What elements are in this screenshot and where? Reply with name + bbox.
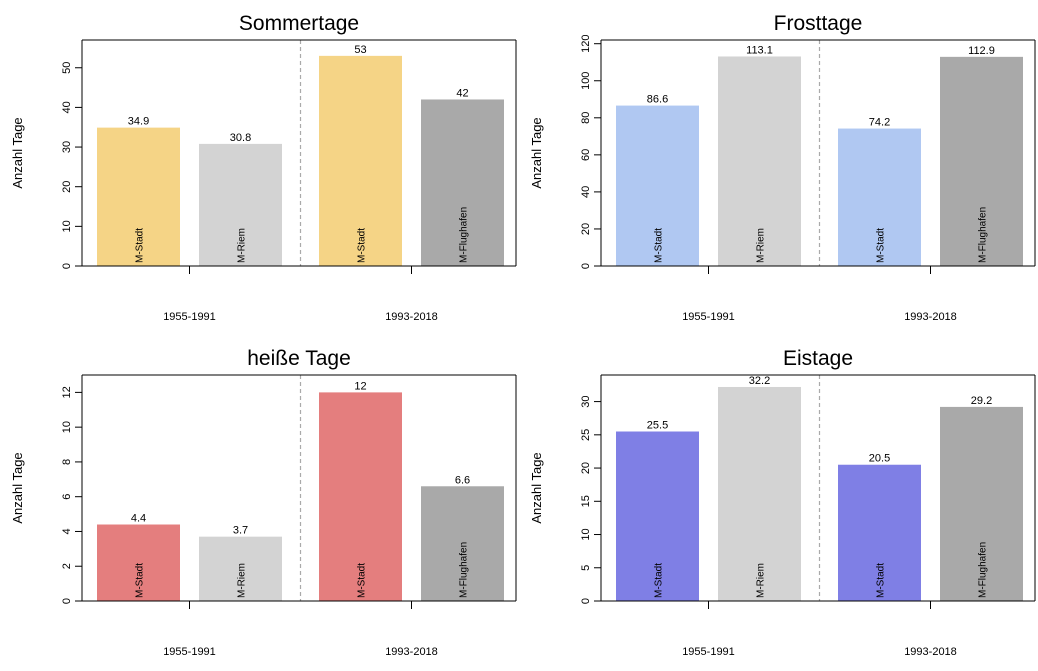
bar-name-label: M-Flughafen: [459, 542, 470, 598]
chart-title: Frosttage: [774, 12, 863, 35]
bar-value-label: 53: [354, 44, 366, 56]
x-group-label: 1955-1991: [163, 646, 216, 658]
y-tick-label: 40: [580, 186, 592, 198]
y-tick-label: 4: [61, 528, 73, 534]
x-group-label: 1993-2018: [385, 646, 438, 658]
bar-value-label: 12: [354, 380, 366, 392]
y-tick-label: 6: [61, 494, 73, 500]
x-group-label: 1993-2018: [904, 646, 957, 658]
y-tick-label: 50: [61, 62, 73, 74]
bar-name-label: M-Riem: [756, 563, 767, 598]
chart-panel-eistage: Eistage Anzahl Tage 25.5 M-Stadt 32.2 M-Riem 2…: [519, 335, 1038, 670]
bar-value-label: 113.1: [746, 44, 773, 56]
y-tick-label: 15: [580, 495, 592, 507]
y-tick-label: 10: [580, 528, 592, 540]
y-tick-label: 10: [61, 421, 73, 433]
bar: [940, 56, 1023, 266]
x-group-label: 1955-1991: [163, 311, 216, 323]
bar-value-label: 74.2: [869, 117, 890, 129]
y-tick-label: 12: [61, 386, 73, 398]
y-tick-label: 30: [580, 395, 592, 407]
chart-panel-heisse-tage: heiße Tage Anzahl Tage 4.4 M-Stadt 3.7 M-Riem…: [0, 335, 519, 670]
y-tick-label: 5: [580, 565, 592, 571]
bar-name-label: M-Flughafen: [978, 207, 989, 263]
y-tick-label: 60: [580, 149, 592, 161]
bar-name-label: M-Stadt: [135, 228, 146, 263]
bar-value-label: 32.2: [749, 375, 770, 387]
bar-value-label: 86.6: [647, 94, 668, 106]
x-group-label: 1955-1991: [682, 646, 735, 658]
y-axis-label: Anzahl Tage: [529, 452, 544, 523]
chart-frosttage: Frosttage Anzahl Tage 86.6 M-Stadt 113.1 M-Ri…: [529, 12, 1036, 323]
bar: [616, 431, 699, 601]
chart-panel-frosttage: Frosttage Anzahl Tage 86.6 M-Stadt 113.1 M-Ri…: [519, 0, 1038, 335]
bar: [616, 105, 699, 266]
bar: [97, 524, 180, 601]
chart-heisse-tage: heiße Tage Anzahl Tage 4.4 M-Stadt 3.7 M-Riem…: [10, 347, 517, 658]
bar: [718, 56, 801, 267]
chart-eistage: Eistage Anzahl Tage 25.5 M-Stadt 32.2 M-Riem 2…: [529, 347, 1036, 658]
bar-value-label: 42: [456, 87, 468, 99]
bar-name-label: M-Flughafen: [978, 542, 989, 598]
y-axis-label: Anzahl Tage: [10, 117, 25, 188]
y-tick-label: 25: [580, 429, 592, 441]
x-group-label: 1955-1991: [682, 311, 735, 323]
y-tick-label: 0: [580, 598, 592, 604]
bar: [319, 392, 402, 601]
y-tick-label: 10: [61, 220, 73, 232]
y-tick-label: 0: [61, 598, 73, 604]
chart-title: heiße Tage: [247, 347, 351, 370]
chart-sommertage: Sommertage Anzahl Tage 34.9 M-Stadt 30.8 M-Ri…: [10, 12, 517, 323]
bar-name-label: M-Stadt: [357, 563, 368, 598]
bar: [718, 386, 801, 601]
bar: [838, 464, 921, 601]
bar-value-label: 29.2: [971, 395, 992, 407]
bar: [940, 406, 1023, 601]
bar-name-label: M-Stadt: [135, 563, 146, 598]
bar-value-label: 3.7: [233, 525, 248, 537]
x-group-label: 1993-2018: [385, 311, 438, 323]
bar: [97, 127, 180, 266]
bar-name-label: M-Stadt: [654, 563, 665, 598]
bar-value-label: 34.9: [128, 116, 149, 128]
bar-name-label: M-Stadt: [357, 228, 368, 263]
bar-name-label: M-Flughafen: [459, 207, 470, 263]
bar-name-label: M-Stadt: [876, 228, 887, 263]
bar: [421, 99, 504, 266]
bar-value-label: 4.4: [131, 513, 146, 525]
bar-value-label: 30.8: [230, 132, 251, 144]
chart-title: Sommertage: [239, 12, 359, 35]
bar-name-label: M-Riem: [237, 563, 248, 598]
y-tick-label: 0: [580, 263, 592, 269]
y-axis-label: Anzahl Tage: [529, 117, 544, 188]
bar: [199, 536, 282, 601]
x-group-label: 1993-2018: [904, 311, 957, 323]
bar: [838, 128, 921, 266]
bar-value-label: 25.5: [647, 420, 668, 432]
y-tick-label: 8: [61, 459, 73, 465]
y-tick-label: 80: [580, 112, 592, 124]
y-tick-label: 120: [580, 35, 592, 53]
bar-name-label: M-Riem: [237, 228, 248, 263]
bar-value-label: 112.9: [968, 45, 995, 57]
y-tick-label: 2: [61, 563, 73, 569]
y-tick-label: 40: [61, 101, 73, 113]
bar-value-label: 6.6: [455, 474, 470, 486]
y-tick-label: 20: [61, 181, 73, 193]
bar-value-label: 20.5: [869, 453, 890, 465]
chart-panel-sommertage: Sommertage Anzahl Tage 34.9 M-Stadt 30.8 M-Ri…: [0, 0, 519, 335]
y-tick-label: 20: [580, 223, 592, 235]
y-axis-label: Anzahl Tage: [10, 452, 25, 523]
y-tick-label: 0: [61, 263, 73, 269]
bar: [199, 143, 282, 266]
y-tick-label: 30: [61, 141, 73, 153]
y-tick-label: 20: [580, 462, 592, 474]
chart-title: Eistage: [783, 347, 853, 370]
y-tick-label: 100: [580, 72, 592, 90]
bar-name-label: M-Stadt: [876, 563, 887, 598]
bar-name-label: M-Riem: [756, 228, 767, 263]
bar-name-label: M-Stadt: [654, 228, 665, 263]
bar: [421, 486, 504, 601]
bar: [319, 55, 402, 266]
